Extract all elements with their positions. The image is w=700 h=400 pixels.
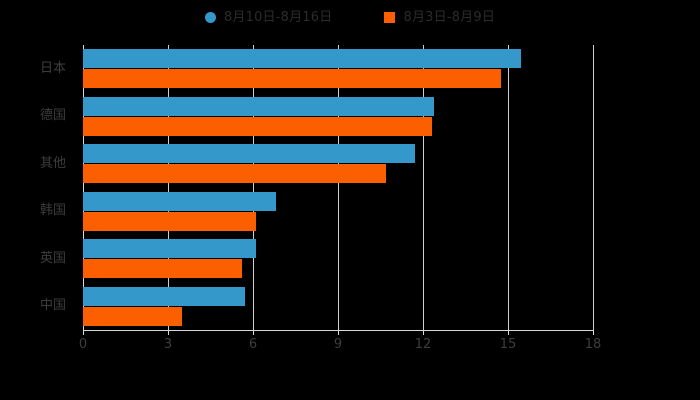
gridline-18 (593, 45, 594, 330)
legend-item-orange[interactable]: 8月3日-8月9日 (384, 11, 495, 24)
gridline-3 (168, 45, 169, 330)
x-axis-label: 0 (78, 337, 88, 352)
bar[interactable] (83, 306, 183, 326)
legend-marker-circle-icon (204, 11, 216, 23)
bar-group (83, 49, 593, 89)
bar[interactable] (83, 49, 521, 69)
bar[interactable] (83, 191, 276, 211)
legend-label-orange: 8月3日-8月9日 (403, 9, 496, 25)
bar[interactable] (83, 211, 256, 231)
gridline-12 (423, 45, 424, 330)
x-axis-label: 9 (333, 337, 343, 352)
x-axis-label: 18 (584, 337, 602, 352)
bar[interactable] (83, 259, 242, 279)
x-axis-tick (508, 330, 509, 335)
x-axis-label: 6 (248, 337, 258, 352)
legend-label-blue: 8月10日-8月16日 (223, 9, 333, 25)
gridline-6 (253, 45, 254, 330)
bar[interactable] (83, 144, 415, 164)
y-axis-label: 德国 (39, 108, 66, 124)
bar-group (83, 239, 593, 279)
y-axis-label: 其他 (39, 155, 66, 171)
bar[interactable] (83, 164, 387, 184)
x-axis-label: 3 (163, 337, 173, 352)
y-axis-label: 韩国 (39, 203, 66, 219)
y-axis-label: 英国 (39, 250, 66, 266)
y-axis-label: 日本 (39, 60, 66, 76)
chart-legend: 8月10日-8月16日 8月3日-8月9日 (0, 6, 700, 28)
bar[interactable] (83, 239, 256, 259)
y-axis-label: 中国 (39, 298, 66, 314)
gridline-9 (338, 45, 339, 330)
x-axis-tick (423, 330, 424, 335)
bar-group (83, 96, 593, 136)
gridline-15 (508, 45, 509, 330)
y-axis-labels: 日本德国其他韩国英国中国 (0, 45, 74, 330)
x-axis-tick (593, 330, 594, 335)
legend-marker-square-icon (384, 11, 396, 23)
bar[interactable] (83, 96, 435, 116)
x-axis-label: 15 (499, 337, 517, 352)
x-axis-tick (168, 330, 169, 335)
bar-group (83, 286, 593, 326)
x-axis-tick (253, 330, 254, 335)
bar[interactable] (83, 116, 432, 136)
x-axis-label: 12 (414, 337, 432, 352)
bar[interactable] (83, 69, 501, 89)
legend-item-blue[interactable]: 8月10日-8月16日 (204, 9, 333, 25)
bar[interactable] (83, 286, 245, 306)
plot-area (83, 45, 594, 330)
x-axis-tick (338, 330, 339, 335)
bar-group (83, 144, 593, 184)
gridline-0 (83, 45, 84, 330)
x-axis-tick (83, 330, 84, 335)
bar-group (83, 191, 593, 231)
